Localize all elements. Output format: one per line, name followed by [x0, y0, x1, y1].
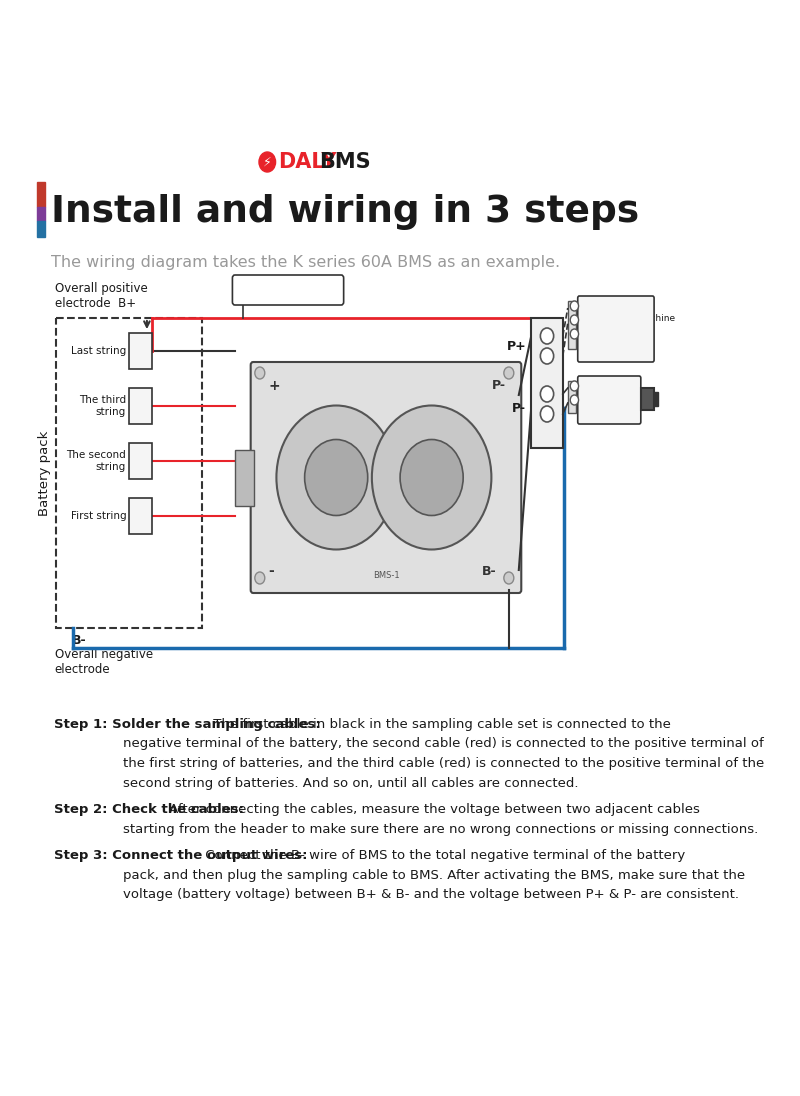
Text: Battery pack: Battery pack — [38, 431, 51, 516]
Circle shape — [305, 439, 368, 515]
Text: P-: P- — [512, 401, 526, 414]
Text: Last string: Last string — [71, 346, 126, 356]
Text: +: + — [136, 447, 144, 457]
Bar — [531, 318, 562, 448]
Text: -: - — [138, 411, 142, 421]
Text: P-: P- — [492, 379, 506, 392]
Text: second string of batteries. And so on, until all cables are connected.: second string of batteries. And so on, u… — [123, 776, 578, 789]
FancyBboxPatch shape — [578, 376, 641, 424]
Text: -: - — [138, 466, 142, 476]
Circle shape — [259, 152, 275, 172]
Circle shape — [570, 329, 578, 339]
Circle shape — [570, 315, 578, 326]
Bar — [129, 498, 152, 534]
Text: After connecting the cables, measure the voltage between two adjacent cables: After connecting the cables, measure the… — [165, 803, 700, 817]
Bar — [38, 182, 45, 207]
Text: Overall negative
electrode: Overall negative electrode — [54, 648, 153, 676]
Text: B-: B- — [482, 566, 496, 578]
Circle shape — [504, 572, 514, 584]
Text: voltage (battery voltage) between B+ & B- and the voltage between P+ & P- are co: voltage (battery voltage) between B+ & B… — [123, 888, 739, 901]
Circle shape — [570, 381, 578, 391]
Circle shape — [540, 406, 554, 422]
Text: The third
string: The third string — [79, 396, 126, 416]
Bar — [129, 388, 152, 424]
Text: +: + — [136, 392, 144, 402]
Bar — [641, 388, 654, 410]
Text: Step 2: Check the cables:: Step 2: Check the cables: — [54, 803, 244, 817]
Circle shape — [570, 301, 578, 311]
Text: pack, and then plug the sampling cable to BMS. After activating the BMS, make su: pack, and then plug the sampling cable t… — [123, 868, 745, 881]
Text: +: + — [136, 502, 144, 512]
Bar — [568, 301, 576, 349]
Text: First string: First string — [70, 511, 126, 521]
Bar — [38, 207, 45, 220]
Text: Sampling cable: Sampling cable — [240, 284, 336, 297]
Bar — [568, 381, 576, 413]
Text: +: + — [268, 379, 280, 393]
Bar — [57, 318, 202, 628]
Text: DALY: DALY — [278, 152, 337, 172]
FancyBboxPatch shape — [578, 296, 654, 362]
Text: P+: P+ — [506, 340, 526, 353]
Circle shape — [400, 439, 463, 515]
Text: -: - — [268, 564, 274, 578]
Text: BMS-1: BMS-1 — [373, 571, 399, 580]
Circle shape — [504, 367, 514, 379]
Bar — [235, 449, 254, 505]
Bar — [129, 443, 152, 479]
Circle shape — [372, 406, 491, 549]
Text: + Recharger: + Recharger — [590, 392, 650, 402]
Text: starting from the header to make sure there are no wrong connections or missing : starting from the header to make sure th… — [123, 822, 758, 835]
Circle shape — [255, 367, 265, 379]
Text: Step 3: Connect the output wires:: Step 3: Connect the output wires: — [54, 849, 307, 861]
Text: The second
string: The second string — [66, 450, 126, 471]
Text: ⚡: ⚡ — [263, 156, 272, 169]
Text: The wiring diagram takes the K series 60A BMS as an example.: The wiring diagram takes the K series 60… — [51, 255, 561, 270]
Text: -: - — [138, 356, 142, 366]
Text: B-: B- — [71, 633, 86, 647]
Circle shape — [540, 349, 554, 364]
Circle shape — [255, 572, 265, 584]
Circle shape — [540, 328, 554, 344]
Circle shape — [570, 395, 578, 406]
Text: -: - — [138, 521, 142, 530]
Text: Overall positive
electrode  B+: Overall positive electrode B+ — [54, 282, 147, 310]
Bar — [129, 333, 152, 369]
Bar — [38, 220, 45, 237]
Text: BMS: BMS — [319, 152, 371, 172]
Text: Step 1: Solder the sampling cables:: Step 1: Solder the sampling cables: — [54, 718, 321, 731]
Text: + Electric machine: + Electric machine — [590, 313, 675, 323]
Circle shape — [540, 386, 554, 402]
Text: The first cable in black in the sampling cable set is connected to the: The first cable in black in the sampling… — [210, 718, 671, 731]
Circle shape — [277, 406, 396, 549]
FancyBboxPatch shape — [233, 275, 344, 305]
Text: Connect the B- wire of BMS to the total negative terminal of the battery: Connect the B- wire of BMS to the total … — [201, 849, 685, 861]
Text: the first string of batteries, and the third cable (red) is connected to the pos: the first string of batteries, and the t… — [123, 757, 764, 770]
Text: · load: · load — [591, 330, 616, 339]
Bar — [654, 392, 658, 406]
Text: negative terminal of the battery, the second cable (red) is connected to the pos: negative terminal of the battery, the se… — [123, 738, 763, 751]
Text: Install and wiring in 3 steps: Install and wiring in 3 steps — [51, 194, 639, 229]
FancyBboxPatch shape — [250, 362, 522, 593]
Text: +: + — [136, 336, 144, 347]
